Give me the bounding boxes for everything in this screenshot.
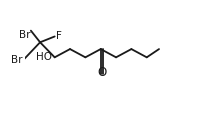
Text: Br: Br — [11, 55, 22, 65]
Text: Br: Br — [19, 30, 30, 40]
Text: F: F — [56, 32, 62, 41]
Text: O: O — [97, 66, 106, 79]
Text: HO: HO — [36, 52, 52, 62]
